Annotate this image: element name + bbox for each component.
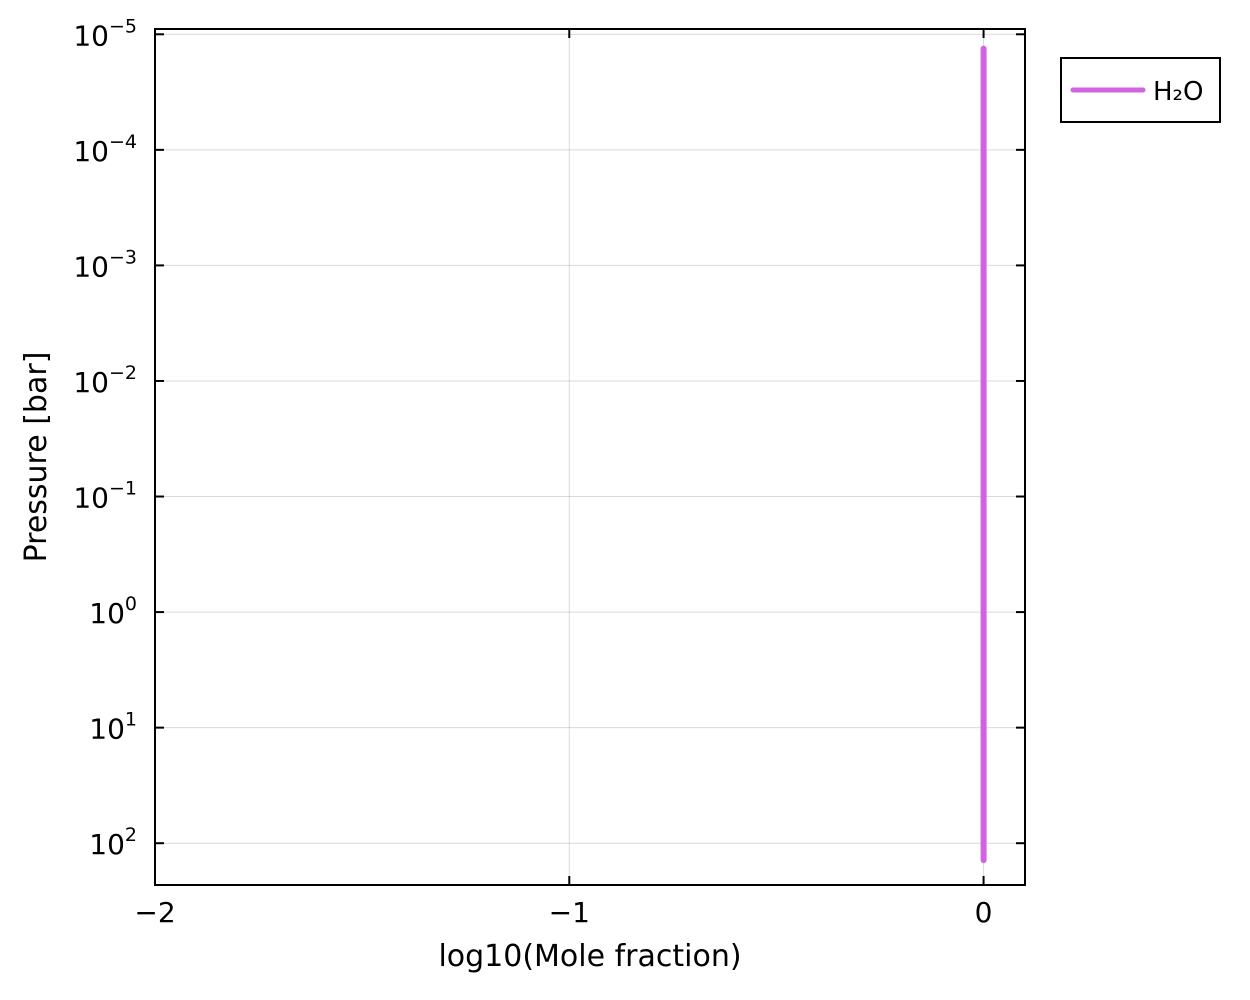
y-tick-label-base: 10 [73, 19, 109, 52]
y-tick-label-exponent: −4 [109, 131, 137, 153]
y-tick-label: 10−4 [73, 131, 137, 168]
y-tick-label-base: 10 [89, 828, 125, 861]
grid-lines [154, 29, 1025, 885]
y-tick-label: 10−1 [73, 478, 137, 515]
y-tick-label-exponent: −3 [109, 246, 137, 268]
x-axis-title: log10(Mole fraction) [438, 939, 741, 974]
y-tick-label: 10−3 [73, 246, 137, 283]
x-tick-label: 0 [975, 896, 993, 929]
y-tick-label-exponent: 2 [125, 824, 137, 846]
y-axis-title: Pressure [bar] [19, 352, 54, 563]
y-tick-label-exponent: 1 [125, 709, 137, 731]
y-tick-label: 100 [89, 593, 137, 630]
y-tick-label: 101 [89, 709, 137, 746]
y-tick-label-base: 10 [73, 135, 109, 168]
y-tick-label-base: 10 [89, 597, 125, 630]
axis-ticks [154, 29, 1025, 885]
y-tick-label: 102 [89, 824, 137, 861]
plot-area-frame [154, 28, 1026, 886]
y-tick-label: 10−5 [73, 15, 137, 52]
y-tick-label-exponent: −1 [109, 478, 137, 500]
y-tick-label-base: 10 [73, 482, 109, 515]
y-tick-label-exponent: −2 [109, 362, 137, 384]
y-tick-label-exponent: −5 [109, 15, 137, 37]
legend-label-h2o: H₂O [1153, 77, 1203, 107]
x-tick-labels: −2 −1 0 [134, 896, 992, 929]
y-tick-label: 10−2 [73, 362, 137, 399]
y-tick-label-base: 10 [89, 713, 125, 746]
y-tick-label-base: 10 [73, 366, 109, 399]
legend: H₂O [1060, 57, 1221, 123]
y-tick-label-exponent: 0 [125, 593, 137, 615]
y-tick-label-base: 10 [73, 250, 109, 283]
x-tick-label: −1 [549, 896, 590, 929]
x-tick-label: −2 [134, 896, 175, 929]
